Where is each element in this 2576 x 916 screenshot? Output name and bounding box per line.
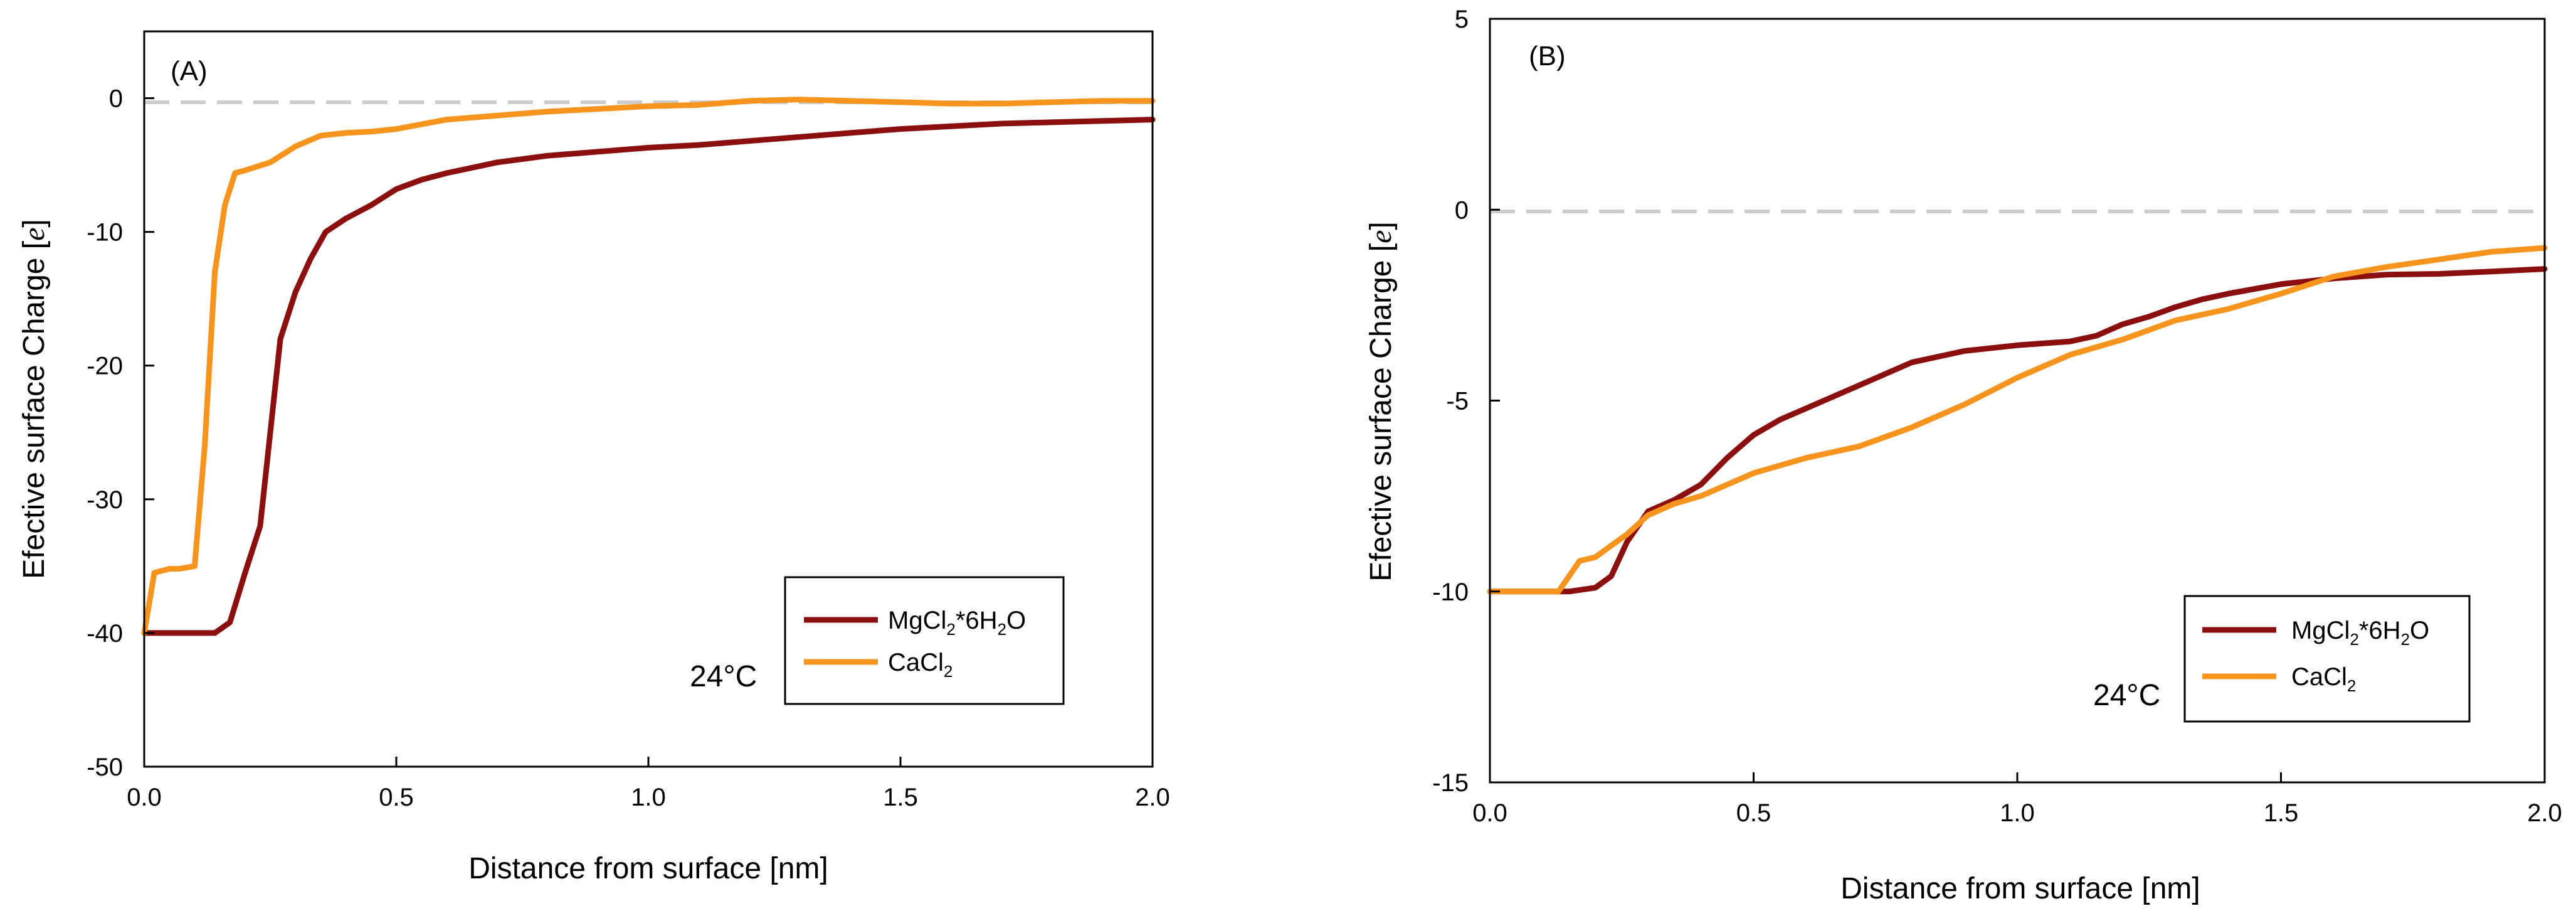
x-tick-label: 0.0	[1472, 799, 1507, 827]
x-tick-label: 2.0	[2527, 799, 2562, 827]
x-tick-label: 2.0	[1135, 784, 1170, 811]
ticks-layer: 0.0 0.5 1.0 1.5 2.0 5 0 -5 -10 -15	[1432, 6, 2562, 827]
legend-label-mgcl2: MgCl2*6H2O	[888, 607, 1026, 639]
panel-b: 0.0 0.5 1.0 1.5 2.0 5 0 -5 -10 -15 (B) 24°C MgCl2…	[1365, 6, 2562, 905]
y-tick-label: -5	[1446, 388, 1469, 415]
y-tick-label: -40	[87, 620, 123, 647]
series-line-cacl2	[1487, 245, 2548, 595]
legend: MgCl2*6H2O CaCl2	[784, 576, 1065, 705]
x-tick-label: 0.0	[127, 784, 162, 811]
series-line-mgcl2-6h2o	[1487, 266, 2548, 595]
series-layer	[141, 97, 1156, 636]
series-layer	[1487, 245, 2548, 595]
y-tick-label: -50	[87, 754, 123, 781]
y-tick-label: 0	[109, 85, 123, 113]
x-tick-label: 1.5	[2264, 799, 2299, 827]
x-axis-title: Distance from surface [nm]	[468, 852, 828, 885]
temperature-label: 24°C	[2093, 679, 2160, 712]
x-tick-label: 0.5	[379, 784, 414, 811]
legend-box	[784, 576, 1065, 705]
x-tick-label: 1.0	[631, 784, 666, 811]
y-tick-label: -20	[87, 353, 123, 380]
temperature-label: 24°C	[690, 660, 757, 693]
panel-label: (B)	[1529, 41, 1566, 72]
legend: MgCl2*6H2O CaCl2	[2183, 595, 2471, 723]
x-tick-label: 1.0	[2000, 799, 2035, 827]
ticks-layer: 0.0 0.5 1.0 1.5 2.0 0 -10 -20 -30 -40 -50	[87, 85, 1170, 811]
panel-label: (A)	[171, 56, 208, 87]
series-line-mgcl2-6h2o	[141, 117, 1156, 636]
y-tick-label: -30	[87, 486, 123, 514]
legend-box	[2183, 595, 2471, 723]
panel-a: 0.0 0.5 1.0 1.5 2.0 0 -10 -20 -30 -40 -50 (A) 24°C…	[18, 30, 1170, 885]
legend-label-cacl2: CaCl2	[888, 649, 953, 681]
y-axis-title: Efective surface Charge [e]	[1365, 221, 1398, 582]
x-axis-title: Distance from surface [nm]	[1840, 872, 2200, 905]
x-tick-label: 0.5	[1736, 799, 1771, 827]
y-tick-label: -10	[1432, 578, 1469, 606]
y-tick-label: 0	[1455, 196, 1469, 224]
legend-label-cacl2: CaCl2	[2291, 663, 2356, 695]
y-axis-title: Efective surface Charge [e]	[18, 219, 51, 579]
y-tick-label: -10	[87, 219, 123, 247]
y-tick-label: 5	[1455, 6, 1469, 33]
y-tick-label: -15	[1432, 769, 1469, 797]
x-tick-label: 1.5	[883, 784, 918, 811]
series-line-cacl2	[141, 97, 1156, 636]
legend-label-mgcl2: MgCl2*6H2O	[2291, 617, 2429, 649]
